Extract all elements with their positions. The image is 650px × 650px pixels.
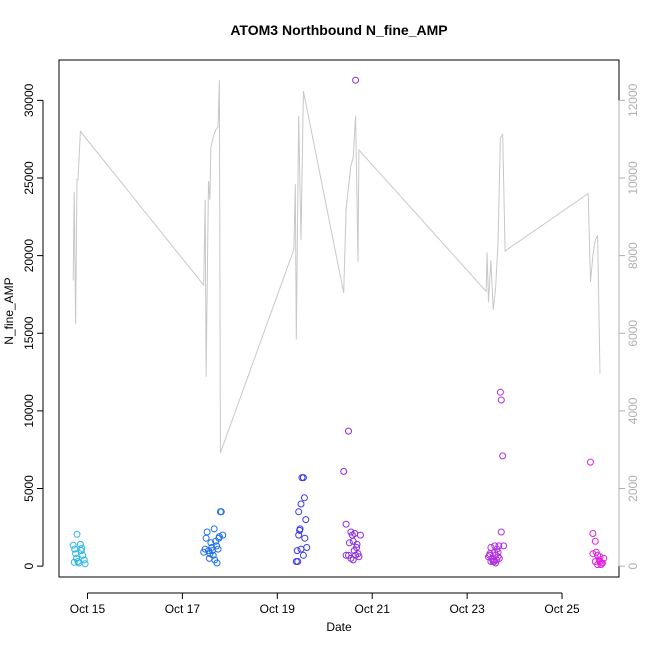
data-point xyxy=(342,551,350,559)
x-axis-label: Date xyxy=(326,620,352,634)
data-point xyxy=(207,539,215,547)
data-point xyxy=(78,544,86,552)
data-point xyxy=(587,458,594,466)
data-point xyxy=(589,530,597,537)
y-tick-label: 25000 xyxy=(22,161,36,195)
series-line xyxy=(72,80,601,453)
y2-tick-label: 2000 xyxy=(626,475,640,502)
y-axis-right: 0 2000 4000 6000 8000 10000 12000 xyxy=(618,83,640,569)
data-point xyxy=(69,541,77,549)
data-point xyxy=(352,551,360,559)
data-point xyxy=(213,559,221,567)
x-tick-label: Oct 25 xyxy=(544,602,580,616)
data-point xyxy=(345,539,353,547)
y-axis-label: N_fine_AMP xyxy=(2,277,16,344)
data-point xyxy=(210,525,218,533)
data-point xyxy=(74,558,82,565)
data-point xyxy=(73,530,81,538)
data-point xyxy=(203,528,211,536)
data-point xyxy=(494,553,502,561)
data-point xyxy=(80,556,88,564)
data-point xyxy=(70,558,78,566)
data-point xyxy=(594,561,602,569)
data-point xyxy=(297,545,305,553)
data-point xyxy=(591,537,599,545)
x-tick-label: Oct 21 xyxy=(355,602,391,616)
x-tick-label: Oct 23 xyxy=(449,602,485,616)
data-point xyxy=(345,427,352,435)
y-tick-label: 10000 xyxy=(22,394,36,428)
y2-tick-label: 4000 xyxy=(626,397,640,424)
data-point xyxy=(353,540,361,548)
y-tick-label: 0 xyxy=(22,562,36,569)
data-point xyxy=(208,547,216,555)
data-point xyxy=(295,508,303,516)
data-point xyxy=(294,558,302,565)
data-point xyxy=(497,396,505,404)
data-point xyxy=(201,545,209,553)
data-point xyxy=(352,76,360,84)
data-point xyxy=(213,542,221,550)
data-point xyxy=(485,551,493,559)
data-point xyxy=(500,542,508,550)
data-point xyxy=(597,559,605,567)
x-axis: Oct 15 Oct 17 Oct 19 Oct 21 Oct 23 Oct 25 xyxy=(70,592,580,616)
y2-tick-label: 0 xyxy=(626,562,640,569)
y2-tick-label: 6000 xyxy=(626,320,640,347)
data-point xyxy=(71,545,79,553)
y-axis-left: 0 5000 10000 15000 20000 25000 30000 xyxy=(22,83,44,569)
y2-tick-label: 12000 xyxy=(626,83,640,117)
data-point xyxy=(296,525,304,533)
data-point xyxy=(342,520,350,528)
data-point xyxy=(293,547,301,555)
data-point xyxy=(499,452,507,460)
data-point xyxy=(217,508,225,516)
data-point xyxy=(490,558,498,565)
x-tick-label: Oct 15 xyxy=(70,602,106,616)
data-point xyxy=(299,551,307,559)
data-point xyxy=(589,550,597,558)
data-point xyxy=(497,528,505,536)
data-point xyxy=(355,553,363,561)
data-point xyxy=(340,467,348,475)
x-tick-label: Oct 19 xyxy=(260,602,296,616)
data-point xyxy=(297,500,305,508)
scatter-points xyxy=(69,76,608,569)
data-point xyxy=(81,560,89,568)
chart-title: ATOM3 Northbound N_fine_AMP xyxy=(230,22,447,38)
secondary-line-series xyxy=(72,80,601,453)
y-tick-label: 5000 xyxy=(22,475,36,502)
data-point xyxy=(493,545,501,553)
y-tick-label: 15000 xyxy=(22,316,36,350)
data-point xyxy=(79,551,87,559)
data-point xyxy=(72,550,80,558)
data-point xyxy=(351,530,359,537)
data-point xyxy=(219,531,227,539)
data-point xyxy=(205,554,213,562)
x-tick-label: Oct 17 xyxy=(165,602,201,616)
data-point xyxy=(496,388,504,396)
y-tick-label: 20000 xyxy=(22,239,36,273)
y2-tick-label: 8000 xyxy=(626,242,640,269)
data-point xyxy=(215,533,223,541)
data-point xyxy=(495,554,503,562)
data-point xyxy=(302,516,310,524)
data-point xyxy=(299,474,307,482)
data-point xyxy=(301,534,309,542)
y-tick-label: 30000 xyxy=(22,83,36,117)
y2-tick-label: 10000 xyxy=(626,161,640,195)
data-point xyxy=(492,559,500,567)
data-point xyxy=(208,544,216,551)
data-point xyxy=(300,494,308,502)
